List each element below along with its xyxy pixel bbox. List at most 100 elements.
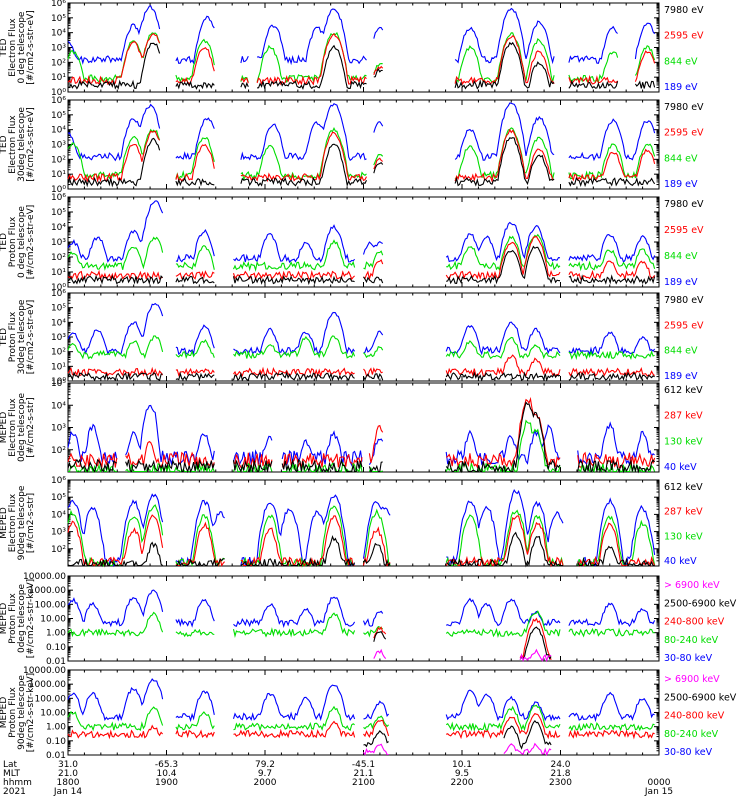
legend-entry: 287 keV <box>664 507 703 518</box>
y-axis-label: TEDElectron Flux30deg telescope[#/cm2-s-… <box>0 107 36 182</box>
y-tick-label: 0.10 <box>46 643 66 653</box>
legend-entry: 2500-6900 keV <box>664 692 737 703</box>
x-row-label: Lat <box>3 760 18 770</box>
y-tick-label: 10¹ <box>51 170 66 180</box>
panel-frame <box>67 292 660 382</box>
series-blue <box>67 489 656 568</box>
x-tick-label: 24.0 <box>550 760 570 770</box>
series-red <box>67 712 655 740</box>
legend-entry: 189 eV <box>664 371 698 382</box>
y-axis-label-line: Proton Flux <box>8 593 18 644</box>
y-tick-label: 10⁴ <box>51 126 66 136</box>
y-axis-label-line: [#/cm2-s-str-eV] <box>26 205 36 280</box>
panel-1: 10⁰ 10¹ 10² 10³ 10⁴ 10⁵ 10⁶ TEDElectron Flux0 d… <box>0 0 704 98</box>
x-tick-label: 0000 <box>648 778 671 788</box>
x-tick-label: 10.4 <box>156 769 176 779</box>
y-tick-label: 0.01 <box>46 751 66 761</box>
y-axis-label-line: Proton Flux <box>8 311 18 362</box>
x-tick-label: 1900 <box>155 778 178 788</box>
series-red <box>67 514 656 568</box>
y-axis-label-line: TED <box>0 233 9 252</box>
y-tick-label: 10⁵ <box>51 304 66 314</box>
y-axis-label-line: MEPED <box>0 603 9 635</box>
y-axis-label-line: [#/cm2-s-str-keV] <box>26 673 36 752</box>
y-tick-label: 1000.00 <box>29 680 66 690</box>
legend-entry: 844 eV <box>664 56 698 67</box>
y-tick-label: 1.00 <box>46 629 66 639</box>
y-tick-label: 10² <box>51 545 66 555</box>
y-tick-label: 10⁶ <box>51 193 66 203</box>
legend-entry: 612 keV <box>664 385 703 396</box>
y-axis-label-line: [#/cm2-s-str-keV] <box>26 579 36 658</box>
series-blue <box>67 589 656 628</box>
series-green <box>67 127 656 181</box>
panel-frame <box>67 669 660 756</box>
y-axis-label-line: [#/cm2-s-str-eV] <box>26 107 36 182</box>
y-axis-label-line: [#/cm2-s-str] <box>26 493 36 553</box>
x-tick-label: 2000 <box>254 778 277 788</box>
y-tick-label: 1.00 <box>46 723 66 733</box>
y-tick-label: 10000.00 <box>23 572 66 582</box>
panel-7: 0.010.101.0010.00100.001000.0010000.00ME… <box>0 572 737 667</box>
y-axis-label: MEPEDProton Flux0deg telescope[#/cm2-s-s… <box>0 579 36 658</box>
x-tick-label: Jan 14 <box>53 787 82 797</box>
series-magenta <box>363 742 552 756</box>
legend-entry: 7980 eV <box>664 199 704 210</box>
panel-2: 10⁰ 10¹ 10² 10³ 10⁴ 10⁵ 10⁶ TEDElectron Flux30d… <box>0 96 704 195</box>
series-blue <box>67 678 655 723</box>
series-black <box>373 626 552 660</box>
y-tick-label: 10³ <box>51 424 66 434</box>
series-black <box>67 531 655 568</box>
y-tick-label: 10⁰ <box>51 88 66 98</box>
legend-entry: 844 eV <box>664 346 698 357</box>
y-axis-label-line: Electron Flux <box>8 398 18 457</box>
series-black <box>67 401 656 474</box>
legend-entry: 130 keV <box>664 436 703 447</box>
y-tick-label: 10⁵ <box>51 493 66 503</box>
legend-entry: 80-240 keV <box>664 635 719 646</box>
y-tick-label: 10² <box>51 446 66 456</box>
y-axis-label-line: Proton Flux <box>8 687 18 738</box>
series-green <box>67 610 655 638</box>
series-green <box>67 504 656 568</box>
series-green <box>67 704 655 732</box>
y-axis-label: MEPEDProton Flux90deg telescope[#/cm2-s-… <box>0 673 36 752</box>
y-axis-label-line: TED <box>0 135 9 154</box>
y-tick-label: 10² <box>51 253 66 263</box>
y-tick-label: 10⁶ <box>51 289 66 299</box>
x-row-label: hhmm <box>3 778 32 788</box>
y-tick-label: 10³ <box>51 238 66 248</box>
legend-entry: 2595 eV <box>664 31 704 42</box>
legend-entry: 189 eV <box>664 179 698 190</box>
legend-entry: 80-240 keV <box>664 729 719 740</box>
panel-4: 10⁰ 10¹ 10² 10³ 10⁴ 10⁵ 10⁶ TEDProton Flux30deg… <box>0 289 704 387</box>
x-tick-label: 1800 <box>57 778 80 788</box>
y-tick-label: 10⁵ <box>51 379 66 389</box>
y-axis-label-line: TED <box>0 38 9 57</box>
series-blue <box>67 302 656 357</box>
series-black <box>67 41 656 90</box>
x-tick-label: -65.3 <box>155 760 178 770</box>
legend-entry: > 6900 keV <box>664 580 720 591</box>
y-axis-label-line: 0 deg telescope <box>17 11 27 83</box>
series-black <box>67 371 655 382</box>
y-tick-label: 10⁵ <box>51 208 66 218</box>
x-tick-label: -45.1 <box>352 760 375 770</box>
x-tick-label: 21.0 <box>58 769 78 779</box>
legend-entry: 40 keV <box>664 462 697 473</box>
series-green <box>67 233 656 272</box>
legend-entry: 189 eV <box>664 82 698 93</box>
series-magenta <box>373 648 552 663</box>
y-tick-label: 10⁴ <box>51 510 66 520</box>
x-tick-label: 9.7 <box>258 769 272 779</box>
y-axis-label-line: 90deg telescope <box>17 485 27 560</box>
legend-entry: 612 keV <box>664 482 703 493</box>
y-tick-label: 10¹ <box>51 362 66 372</box>
legend-entry: 844 eV <box>664 251 698 262</box>
y-tick-label: 10.00 <box>40 615 66 625</box>
x-tick-label: 31.0 <box>58 760 78 770</box>
panel-6: 10² 10³ 10⁴ 10⁵ 10⁶ MEPEDElectron Flux90deg t… <box>0 476 703 568</box>
legend-entry: 7980 eV <box>664 295 704 306</box>
y-tick-label: 10⁴ <box>51 29 66 39</box>
